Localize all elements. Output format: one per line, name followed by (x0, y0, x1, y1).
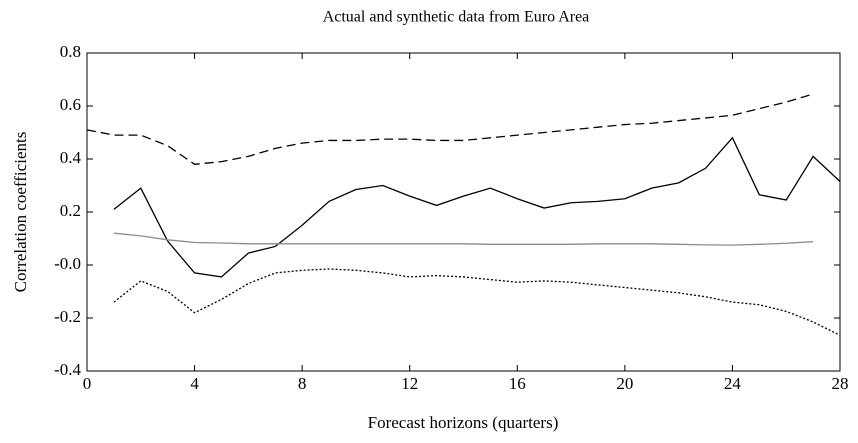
y-tick-label: -0.4 (54, 360, 81, 379)
x-tick-label: 24 (724, 374, 742, 393)
y-tick-label: 0.2 (60, 201, 81, 220)
x-tick-label: 28 (832, 374, 849, 393)
y-tick-label: 0.4 (60, 148, 82, 167)
y-tick-label: -0.0 (54, 254, 81, 273)
x-tick-label: 4 (190, 374, 199, 393)
x-tick-label: 0 (83, 374, 92, 393)
y-tick-label: 0.8 (60, 42, 81, 61)
x-tick-label: 12 (401, 374, 418, 393)
y-axis-label: Correlation coefficients (11, 132, 30, 293)
plot-frame (86, 52, 841, 372)
line-series (113, 268, 841, 336)
y-tick-label: 0.6 (60, 95, 81, 114)
x-tick-label: 20 (616, 374, 633, 393)
x-axis-label: Forecast horizons (quarters) (368, 413, 559, 432)
line-series (113, 136, 841, 278)
x-tick-label: 8 (298, 374, 307, 393)
x-tick-label: 16 (509, 374, 526, 393)
line-series (86, 93, 814, 165)
chart-title: Actual and synthetic data from Euro Area (323, 9, 590, 26)
y-tick-label: -0.2 (54, 307, 81, 326)
line-series (113, 232, 814, 246)
